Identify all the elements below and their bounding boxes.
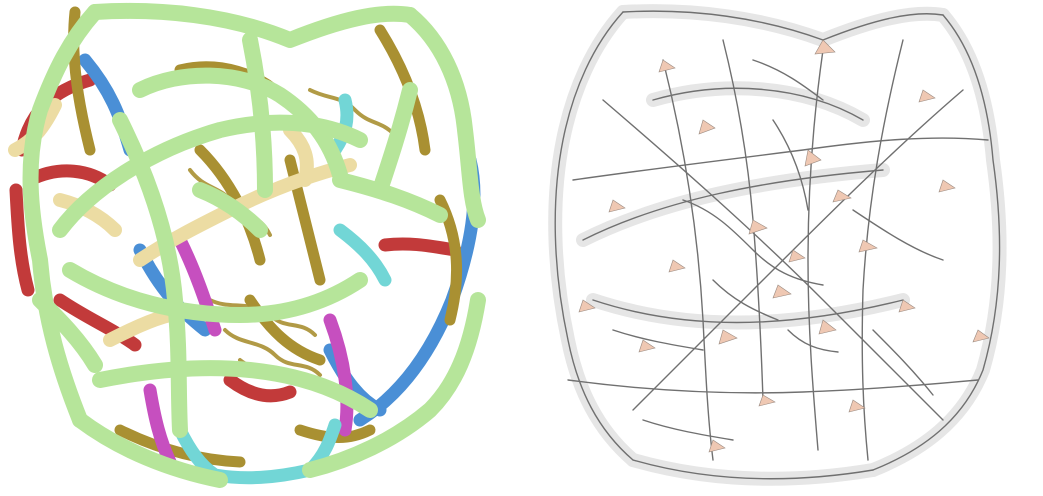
junction-triangles (578, 39, 990, 453)
lightgreen-frame (22, 2, 486, 488)
colored-lattice-panel (0, 0, 520, 496)
wireframe-lattice-panel (523, 0, 1043, 496)
halo-strokes (548, 4, 1007, 486)
network-lines (554, 10, 1001, 480)
colored-lattice-icon (8, 2, 486, 488)
wireframe-lattice-icon (548, 4, 1007, 486)
